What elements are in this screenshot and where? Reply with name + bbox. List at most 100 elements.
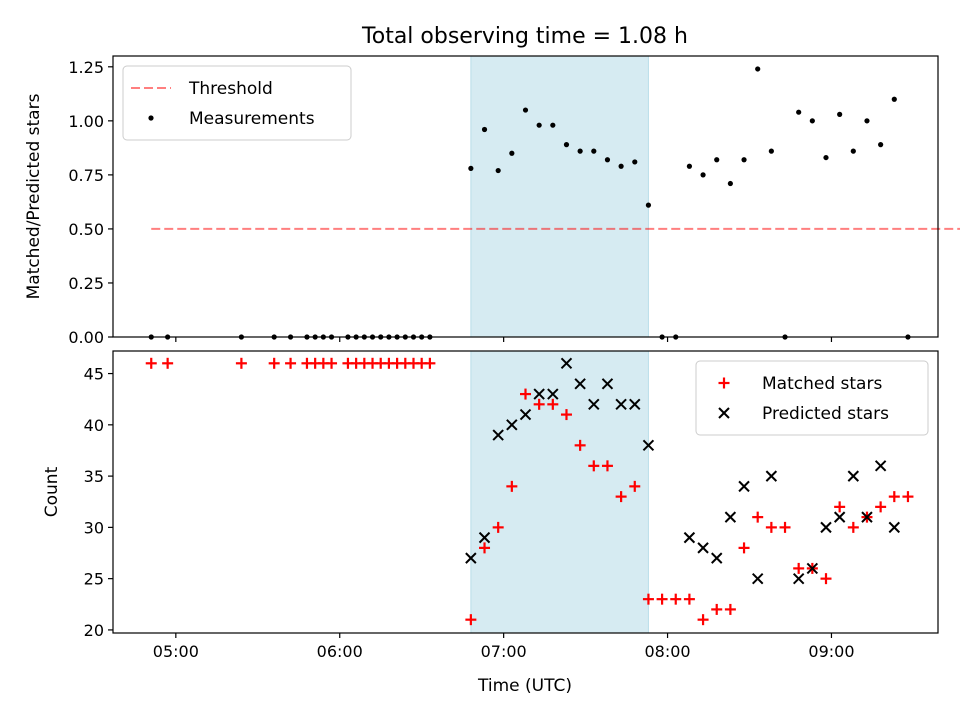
bottom-point-1-9-b — [588, 398, 600, 411]
bottom-point-0-2 — [235, 357, 247, 369]
bottom-point-1-0 — [465, 552, 477, 564]
top-legend-label-0: Threshold — [188, 79, 273, 99]
bottom-point-0-19 — [424, 357, 436, 369]
bottom-point-1-6 — [547, 388, 559, 400]
top-legend-label-1: Measurements — [189, 109, 315, 129]
bottom-y-tick-label-0: 20 — [84, 621, 104, 640]
bottom-point-1-1-b — [478, 531, 491, 544]
bottom-point-1-15 — [697, 542, 709, 554]
top-point-0-50 — [878, 142, 884, 148]
bottom-legend-label-0: Matched stars — [762, 374, 882, 394]
bottom-point-1-18-b — [738, 480, 750, 493]
bottom-point-0-31 — [615, 491, 627, 503]
bottom-point-0-38 — [711, 603, 723, 615]
top-point-0-29 — [591, 148, 597, 154]
bottom-point-1-18 — [738, 480, 750, 493]
top-point-0-33 — [645, 202, 652, 208]
bottom-y-tick-label-4: 40 — [84, 416, 104, 435]
x-tick-label-4: 09:00 — [808, 642, 854, 661]
top-legend-swatch-1 — [148, 115, 154, 121]
bottom-point-0-21 — [479, 542, 491, 554]
top-point-0-46 — [823, 154, 829, 161]
bottom-point-0-30 — [601, 460, 613, 472]
bottom-point-1-1 — [478, 531, 491, 544]
bottom-point-1-0-b — [465, 552, 477, 564]
top-y-tick-label-1: 0.25 — [68, 274, 104, 293]
x-axis-label: Time (UTC) — [477, 676, 572, 696]
bottom-point-1-9 — [588, 398, 600, 411]
top-legend-box — [122, 65, 352, 141]
bottom-point-0-27 — [560, 409, 572, 421]
x-tick-label-3: 08:00 — [644, 642, 690, 661]
bottom-point-1-20-b — [765, 470, 778, 482]
top-point-0-20 — [468, 165, 474, 171]
bottom-legend-label-1: Predicted stars — [762, 404, 889, 424]
bottom-point-0-3 — [268, 357, 280, 369]
bottom-y-tick-label-1: 25 — [84, 570, 104, 589]
bottom-point-0-20 — [465, 614, 477, 626]
top-point-0-25 — [536, 122, 542, 128]
bottom-point-0-24 — [520, 388, 531, 400]
bottom-point-1-19-b — [751, 572, 764, 585]
top-y-tick-label-3: 0.75 — [68, 166, 104, 185]
bottom-point-0-51 — [888, 491, 900, 503]
bottom-axes-frame — [112, 350, 939, 634]
top-point-0-31 — [618, 163, 624, 169]
top-legend: Threshold Measurements — [122, 65, 352, 141]
top-point-0-45 — [809, 118, 815, 124]
bottom-point-1-25 — [847, 470, 860, 482]
bottom-series-predicted-stars — [465, 357, 900, 585]
bottom-point-0-34 — [656, 593, 668, 605]
bottom-point-0-52 — [902, 491, 914, 503]
bottom-point-1-3-b — [506, 419, 518, 431]
bottom-point-0-48 — [847, 521, 859, 533]
bottom-point-0-41 — [752, 511, 764, 523]
bottom-point-1-24-b — [833, 511, 846, 523]
bottom-point-0-0 — [145, 357, 157, 369]
bottom-point-1-28-b — [888, 521, 900, 534]
top-point-0-24 — [522, 107, 529, 113]
top-point-0-41 — [755, 66, 761, 72]
bottom-highlight-span — [470, 350, 649, 634]
bottom-point-0-35 — [670, 593, 682, 605]
bottom-point-1-10 — [601, 378, 614, 390]
bottom-point-1-22-b — [806, 562, 819, 575]
bottom-point-1-15-b — [697, 542, 709, 554]
bottom-y-tick-label-5: 45 — [84, 365, 104, 384]
bottom-point-1-8 — [574, 378, 586, 390]
bottom-y-tick-label-2: 30 — [84, 518, 104, 537]
top-point-0-23 — [509, 150, 515, 156]
x-tick-label-0: 05:00 — [153, 642, 199, 661]
bottom-point-0-8 — [326, 357, 338, 369]
bottom-point-0-46 — [820, 573, 832, 585]
bottom-point-1-27 — [874, 460, 887, 472]
bottom-point-1-26 — [861, 511, 873, 523]
bottom-point-1-12 — [629, 398, 641, 411]
bottom-point-0-23 — [506, 480, 518, 492]
bottom-point-0-25 — [533, 398, 545, 410]
top-point-0-42 — [768, 148, 774, 154]
bottom-point-0-47 — [834, 501, 846, 513]
top-point-0-27 — [563, 142, 570, 148]
bottom-point-1-17 — [724, 511, 737, 523]
top-y-tick-label-4: 1.00 — [68, 112, 104, 131]
bottom-point-0-1 — [162, 357, 174, 369]
bottom-point-1-11-b — [615, 398, 627, 411]
bottom-point-0-44 — [793, 562, 805, 574]
bottom-point-1-17-b — [724, 511, 737, 523]
top-point-0-26 — [550, 122, 556, 128]
bottom-legend: Matched stars Predicted stars — [695, 360, 929, 436]
bottom-point-1-23-b — [820, 521, 832, 534]
bottom-point-1-7 — [560, 357, 573, 370]
top-point-0-32 — [632, 159, 638, 165]
bottom-point-0-33 — [642, 593, 654, 605]
bottom-point-1-24 — [833, 511, 846, 523]
bottom-point-1-26-b — [861, 511, 873, 523]
top-point-0-48 — [850, 148, 856, 154]
top-point-0-21 — [481, 126, 488, 133]
top-point-0-47 — [837, 111, 843, 117]
chart-title: Total observing time = 1.08 h — [361, 24, 688, 49]
top-point-0-36 — [686, 163, 693, 169]
bottom-point-0-26 — [547, 398, 559, 410]
top-point-0-38 — [714, 157, 720, 163]
